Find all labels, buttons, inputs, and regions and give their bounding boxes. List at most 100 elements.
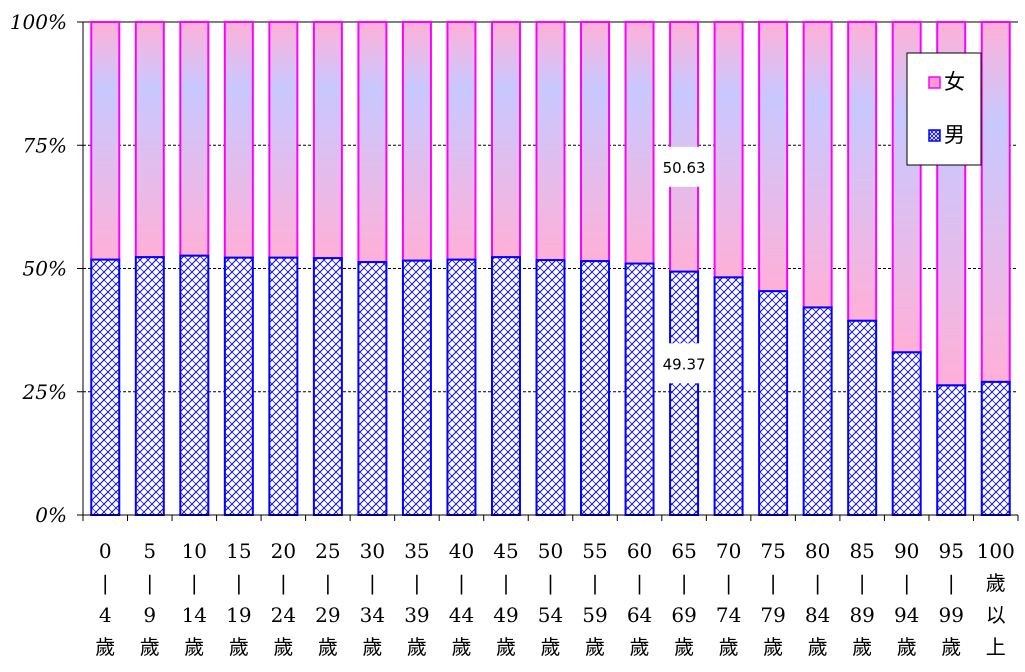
x-tick-label: 20: [271, 539, 296, 563]
x-tick-label: 34: [360, 603, 385, 627]
x-tick-label: 歲: [273, 635, 293, 659]
y-tick-label: 50%: [23, 257, 67, 281]
bar-male: [134, 256, 165, 516]
x-tick-label: |: [814, 571, 821, 596]
x-tick-label: 39: [404, 603, 429, 627]
x-tick-label: |: [102, 571, 109, 596]
y-tick-label: 75%: [23, 133, 67, 157]
x-tick-label: 60: [627, 539, 652, 563]
x-tick-label: 90: [894, 539, 919, 563]
bar-female: [268, 21, 299, 259]
x-tick-label: |: [903, 571, 910, 596]
bar-female: [802, 21, 833, 309]
x-tick-label: 19: [226, 603, 251, 627]
bar-male: [401, 259, 432, 516]
x-tick-label: 歲: [986, 571, 1006, 595]
x-tick-label: 45: [493, 539, 518, 563]
bar-male: [223, 256, 254, 516]
bar-male: [490, 256, 521, 516]
x-tick-label: |: [191, 571, 198, 596]
x-tick-label: 74: [716, 603, 741, 627]
x-tick-label: 85: [849, 539, 874, 563]
x-tick-label: 以: [986, 603, 1006, 627]
x-tick-label: |: [146, 571, 153, 596]
bar-female: [980, 21, 1011, 383]
x-tick-label: 65: [671, 539, 696, 563]
x-tick-label: 歲: [318, 635, 338, 659]
x-tick-label: 歲: [184, 635, 204, 659]
x-tick-label: 歲: [941, 635, 961, 659]
x-tick-label: |: [414, 571, 421, 596]
bar-male: [580, 260, 611, 517]
x-tick-label: 歲: [808, 635, 828, 659]
bar-male: [891, 351, 922, 516]
x-tick-label: 35: [404, 539, 429, 563]
x-tick-label: |: [458, 571, 465, 596]
bar-male: [446, 258, 477, 516]
y-tick-label: 0%: [35, 503, 67, 527]
x-tick-label: 歲: [630, 635, 650, 659]
x-tick-label: 歲: [541, 635, 561, 659]
bar-male: [179, 254, 210, 516]
x-tick-label: 15: [226, 539, 251, 563]
bar-male: [624, 262, 655, 516]
x-tick-label: 64: [627, 603, 652, 627]
x-tick-label: 49: [493, 603, 518, 627]
bar-male: [758, 290, 789, 517]
x-tick-label: |: [592, 571, 599, 596]
data-label-box: [658, 146, 711, 187]
x-tick-label: 歲: [763, 635, 783, 659]
bar-female: [713, 21, 744, 279]
legend-box: [906, 52, 982, 166]
x-tick-label: 5: [143, 539, 156, 563]
bar-male: [312, 257, 343, 516]
data-label-box: [658, 343, 711, 384]
bar-male: [713, 276, 744, 516]
x-tick-label: 30: [360, 539, 385, 563]
x-tick-label: 24: [271, 603, 296, 627]
x-tick-label: 100: [977, 539, 1015, 563]
x-tick-label: 歲: [897, 635, 917, 659]
x-tick-label: 歲: [674, 635, 694, 659]
bar-female: [446, 21, 477, 261]
x-tick-label: |: [325, 571, 332, 596]
x-tick-label: 29: [315, 603, 340, 627]
x-tick-label: 歲: [229, 635, 249, 659]
x-tick-label: |: [369, 571, 376, 596]
bar-female: [401, 21, 432, 262]
x-tick-label: 89: [849, 603, 874, 627]
x-tick-label: 歲: [407, 635, 427, 659]
data-label: 49.37: [663, 355, 706, 373]
x-tick-label: |: [280, 571, 287, 596]
bar-male: [90, 258, 121, 516]
x-tick-label: 95: [938, 539, 963, 563]
x-tick-label: 14: [182, 603, 207, 627]
x-tick-label: |: [235, 571, 242, 596]
x-tick-label: |: [681, 571, 688, 596]
x-tick-label: 99: [938, 603, 963, 627]
y-tick-label: 100%: [10, 10, 67, 34]
x-tick-label: 0: [99, 539, 112, 563]
x-tick-label: 25: [315, 539, 340, 563]
x-tick-label: 50: [538, 539, 563, 563]
x-tick-label: 歲: [496, 635, 516, 659]
x-tick-label: |: [547, 571, 554, 596]
x-tick-label: 69: [671, 603, 696, 627]
x-tick-label: 70: [716, 539, 741, 563]
x-tick-label: 歲: [852, 635, 872, 659]
legend-swatch: [928, 129, 941, 142]
x-tick-label: 44: [449, 603, 474, 627]
bar-female: [223, 21, 254, 259]
x-tick-label: |: [859, 571, 866, 596]
x-tick-label: 歲: [451, 635, 471, 659]
bar-female: [535, 21, 566, 262]
bar-female: [134, 21, 165, 259]
bar-female: [357, 21, 388, 264]
x-tick-label: 94: [894, 603, 919, 627]
bar-female: [758, 21, 789, 293]
x-tick-label: 59: [582, 603, 607, 627]
bar-female: [312, 21, 343, 260]
x-tick-label: |: [770, 571, 777, 596]
